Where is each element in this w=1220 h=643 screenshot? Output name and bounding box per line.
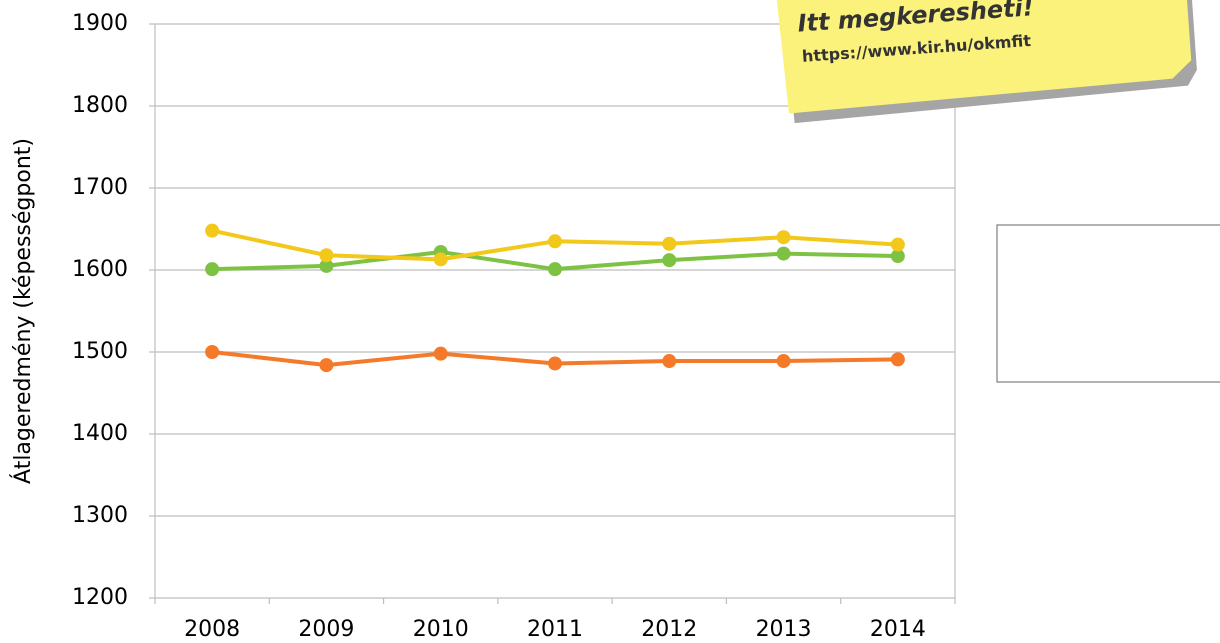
x-tick-label: 2009 <box>298 617 354 642</box>
x-tick-label: 2012 <box>641 617 697 642</box>
sticky-note: Itt megkeresheti! https://www.kir.hu/okm… <box>775 0 1199 124</box>
y-tick-label: 1800 <box>72 93 128 118</box>
data-point <box>205 262 219 276</box>
data-point <box>319 358 333 372</box>
y-tick-label: 1700 <box>72 175 128 200</box>
data-point <box>205 224 219 238</box>
x-tick-label: 2008 <box>184 617 240 642</box>
x-tick-label: 2013 <box>756 617 812 642</box>
chart: Átlageredmény (képességpont) 1200 1300 140… <box>0 0 1220 643</box>
data-point <box>548 356 562 370</box>
data-point <box>662 253 676 267</box>
y-tick-label: 1600 <box>72 257 128 282</box>
data-point <box>548 234 562 248</box>
y-tick-label: 1200 <box>72 585 128 610</box>
y-axis-label: Átlageredmény (képességpont) <box>10 138 36 484</box>
y-tick-label: 1300 <box>72 503 128 528</box>
x-tick-label: 2011 <box>527 617 583 642</box>
data-point <box>891 352 905 366</box>
x-tick-label: 2014 <box>870 617 926 642</box>
data-point <box>662 237 676 251</box>
y-tick-label: 1500 <box>72 339 128 364</box>
legend-box <box>997 225 1220 382</box>
y-tick-label: 1400 <box>72 421 128 446</box>
data-point <box>434 252 448 266</box>
data-point <box>205 345 219 359</box>
data-point <box>891 238 905 252</box>
data-point <box>548 262 562 276</box>
data-point <box>777 230 791 244</box>
data-point <box>434 347 448 361</box>
x-tick-label: 2010 <box>413 617 469 642</box>
data-point <box>319 248 333 262</box>
y-tick-label: 1900 <box>72 11 128 36</box>
data-point <box>777 247 791 261</box>
page: Átlageredmény (képességpont) 1200 1300 140… <box>0 0 1220 643</box>
data-point <box>777 354 791 368</box>
data-point <box>662 354 676 368</box>
